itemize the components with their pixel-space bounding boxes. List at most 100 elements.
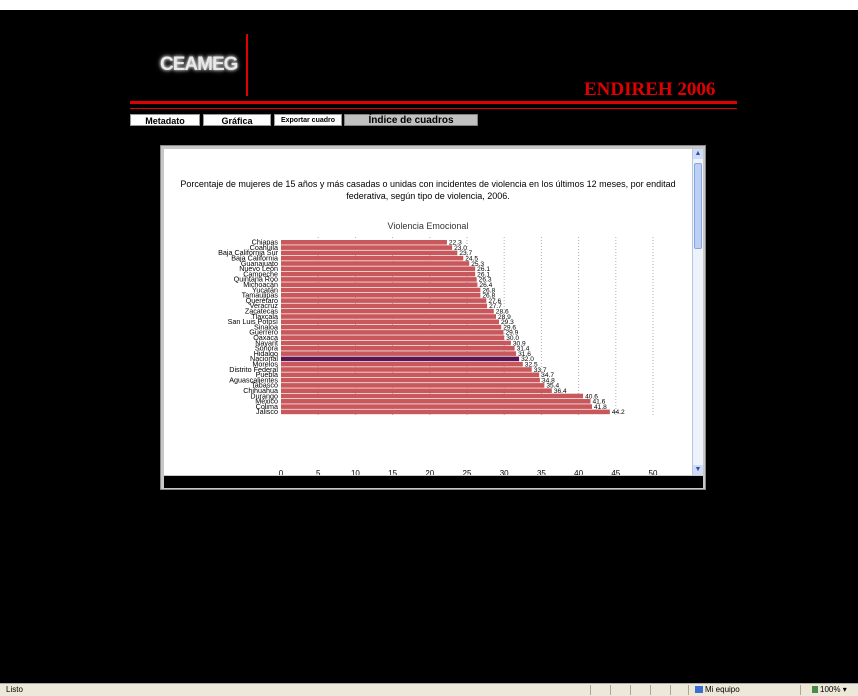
category-label: Tamaulipas [242,291,279,300]
status-divider [650,685,651,695]
bar-quintana-roo [281,277,477,282]
category-label: Coahuila [250,243,278,252]
chart-frame: Porcentaje de mujeres de 15 años y más c… [160,145,706,490]
vertical-scrollbar[interactable]: ▲ ▼ [692,149,703,475]
nav-grafica-button[interactable]: Gráfica [203,114,271,126]
bar-san-luis-potosí [281,319,499,325]
bar-guerrero [281,330,504,335]
x-tick-label: 15 [388,469,397,475]
brand-title: ENDIREH 2006 [584,79,716,100]
category-label: Quintana Roo [234,275,278,284]
bar-tlaxcala [281,314,497,319]
bar-tabasco [281,383,545,388]
value-label: 22.3 [449,240,462,247]
category-label: Chihuahua [243,386,278,395]
x-tick-label: 50 [649,469,658,475]
value-label: 29.9 [505,330,518,337]
bar-chart: Chiapas 22.3 Coahuila 23.0 Baja California S… [218,237,658,475]
chart-title: Porcentaje de mujeres de 15 años y más c… [180,179,676,201]
category-label: Tlaxcala [251,312,278,321]
scroll-thumb[interactable] [694,163,702,249]
bar-oaxaca [281,335,505,340]
value-label: 23.7 [459,250,472,257]
value-label: 33.7 [534,367,547,374]
status-divider [800,685,801,695]
status-divider [590,685,591,695]
value-label: 25.3 [471,261,484,268]
chart-viewport: Porcentaje de mujeres de 15 años y más c… [164,149,692,475]
category-label: Morelos [252,360,278,369]
category-label: Jalisco [256,407,278,416]
zoom-control[interactable]: 100% ▾ [812,685,847,694]
bar-michoacán [281,282,478,287]
bar-jalisco [281,409,610,415]
value-label: 27.6 [488,298,501,305]
category-label: Nayarit [255,338,278,347]
value-label: 27.7 [489,303,502,310]
bar-sinaloa [281,324,502,330]
bar-colima [281,404,592,409]
value-label: 40.6 [585,393,598,400]
scroll-up-icon[interactable]: ▲ [693,149,703,159]
bar-sonora [281,346,515,351]
frame-bottom-bar [164,476,703,488]
value-label: 41.8 [594,404,607,411]
scroll-down-icon[interactable]: ▼ [693,465,703,475]
nav-indice-button[interactable]: Índice de cuadros [344,114,478,126]
bar-aguascalientes [281,377,540,383]
value-label: 44.2 [612,409,625,416]
category-label: Campeche [243,269,278,278]
logo-text: CEAMEG [160,54,238,75]
bar-baja-california-sur [281,250,458,256]
value-label: 31.6 [518,351,531,358]
category-label: Guerrero [249,328,278,337]
category-label: Aguascalientes [229,375,278,384]
header-rule [130,101,737,104]
status-text: Listo [6,685,23,694]
bar-nayarit [281,340,511,346]
nav-metadato-button[interactable]: Metadato [130,114,200,126]
value-label: 26.4 [479,282,492,289]
value-label: 26.3 [479,277,492,284]
bar-morelos [281,361,523,367]
category-label: Hidalgo [254,349,278,358]
value-label: 32.5 [525,362,538,369]
value-label: 34.8 [542,377,555,384]
x-tick-label: 20 [425,469,434,475]
top-strip [0,0,858,10]
bar-chiapas [281,240,447,245]
bar-distrito-federal [281,367,532,372]
category-label: Puebla [256,370,278,379]
category-label: Sonora [255,344,278,353]
bar-coahuila [281,245,453,250]
value-label: 31.4 [517,346,530,353]
bar-querétaro [281,298,487,303]
value-label: 35.4 [546,383,559,390]
category-label: Durango [250,391,278,400]
value-label: 26.1 [477,271,490,278]
security-zone: Mi equipo [695,685,740,694]
bar-nacional [281,356,520,362]
value-label: 26.8 [482,287,495,294]
x-tick-label: 5 [316,469,321,475]
category-label: Nacional [250,354,278,363]
bar-hidalgo [281,351,517,356]
category-label: Chiapas [252,238,279,247]
value-label: 30.0 [506,335,519,342]
value-label: 26.1 [477,266,490,273]
nav-exportar-button[interactable]: Exportar cuadro [274,114,342,126]
status-divider [610,685,611,695]
status-divider [688,685,689,695]
category-label: Michoacán [243,280,278,289]
category-label: Sinaloa [254,322,278,331]
bar-durango [281,393,584,399]
header-divider [246,34,248,96]
zone-label: Mi equipo [705,685,740,694]
x-tick-label: 0 [279,469,284,475]
bar-méxico [281,399,591,404]
bar-veracruz [281,303,488,309]
category-label: Baja California [231,254,278,263]
status-divider [670,685,671,695]
value-label: 41.6 [593,399,606,406]
bar-zacatecas [281,308,494,314]
